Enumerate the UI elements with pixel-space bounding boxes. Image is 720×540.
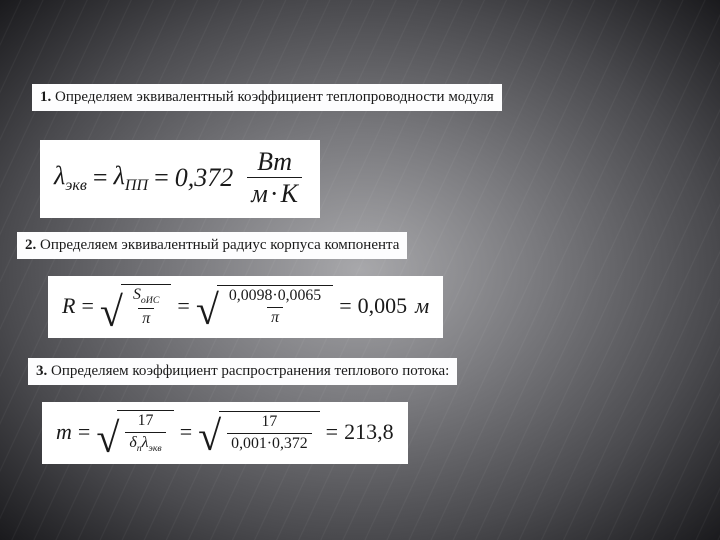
f1-fraction: Вт м·К	[247, 148, 302, 208]
f2-S-sub: оИС	[141, 295, 160, 306]
f3-lambda: λ	[142, 434, 149, 451]
f2-pi2: π	[267, 307, 283, 327]
f1-lambda2: λ	[114, 161, 125, 190]
f3-delta: δ	[129, 434, 136, 451]
f1-eq2: =	[154, 163, 169, 193]
caption-2: 2. Определяем эквивалентный радиус корпу…	[17, 232, 407, 259]
sqrt-icon: √	[196, 285, 219, 326]
caption-1: 1. Определяем эквивалентный коэффициент …	[32, 84, 502, 111]
f3-m: m	[56, 419, 72, 445]
f3-sqrt1-top: 17	[134, 413, 158, 432]
f1-sub-pp: ПП	[125, 177, 148, 194]
f1-frac-k: К	[281, 179, 298, 208]
f3-sqrt1-frac: 17 δпλэкв	[125, 413, 165, 454]
f2-sqrt2: √ 0,0098·0,0065 π	[196, 285, 333, 326]
f2-unit: м	[415, 293, 429, 319]
f3-eq1: =	[78, 419, 90, 445]
f3-sqrt1-bot: δпλэкв	[125, 432, 165, 454]
caption-2-text: Определяем эквивалентный радиус корпуса …	[36, 237, 399, 253]
f1-lambda1: λ	[54, 161, 65, 190]
f3-lambda-sub: экв	[149, 443, 162, 454]
f1-lambda-ekv: λэкв	[54, 161, 87, 195]
f1-lambda-pp: λПП	[114, 161, 149, 195]
f2-eq1: =	[81, 293, 93, 319]
f2-sqrt2-frac: 0,0098·0,0065 π	[225, 288, 325, 326]
f3-eq3: =	[326, 419, 338, 445]
f3-sqrt2-top: 17	[258, 414, 282, 433]
f2-sqrt1-top: SоИС	[129, 287, 163, 308]
f1-frac-m: м	[251, 179, 268, 208]
formula-1: λэкв = λПП = 0,372 Вт м·К	[40, 140, 320, 218]
f2-sqrt1: √ SоИС π	[100, 284, 172, 328]
f2-S: S	[133, 286, 141, 303]
sqrt-icon: √	[100, 284, 123, 328]
caption-1-text: Определяем эквивалентный коэффициент теп…	[51, 89, 494, 105]
caption-3-number: 3.	[36, 363, 47, 379]
f1-coeff: 0,372	[175, 163, 234, 193]
caption-3-text: Определяем коэффициент распространения т…	[47, 363, 449, 379]
f2-pi1: π	[138, 308, 154, 328]
f2-R: R	[62, 293, 75, 319]
f3-sqrt2-frac: 17 0,001·0,372	[227, 414, 312, 452]
f2-eq3: =	[339, 293, 351, 319]
f2-eq2: =	[177, 293, 189, 319]
f1-eq1: =	[93, 163, 108, 193]
formula-3: m = √ 17 δпλэкв = √ 17 0,001·0,372	[42, 402, 408, 464]
caption-3: 3. Определяем коэффициент распространени…	[28, 358, 457, 385]
f2-sqrt2-top: 0,0098·0,0065	[225, 288, 325, 307]
formula-2: R = √ SоИС π = √ 0,0098·0,0065 π	[48, 276, 443, 338]
f3-sqrt2-bot: 0,001·0,372	[227, 433, 312, 453]
f2-sqrt1-frac: SоИС π	[129, 287, 163, 328]
f1-frac-top: Вт	[253, 148, 296, 177]
f3-result: 213,8	[344, 419, 394, 445]
f1-sub-ekv: экв	[65, 177, 87, 194]
f1-frac-dot: ·	[270, 179, 279, 208]
f1-frac-bot: м·К	[247, 177, 302, 207]
f3-sqrt2: √ 17 0,001·0,372	[198, 411, 320, 452]
f2-result: 0,005	[358, 293, 408, 319]
sqrt-icon: √	[198, 411, 221, 452]
caption-1-number: 1.	[40, 89, 51, 105]
caption-2-number: 2.	[25, 237, 36, 253]
f3-eq2: =	[180, 419, 192, 445]
f3-sqrt1: √ 17 δпλэкв	[96, 410, 173, 454]
sqrt-icon: √	[96, 410, 119, 454]
